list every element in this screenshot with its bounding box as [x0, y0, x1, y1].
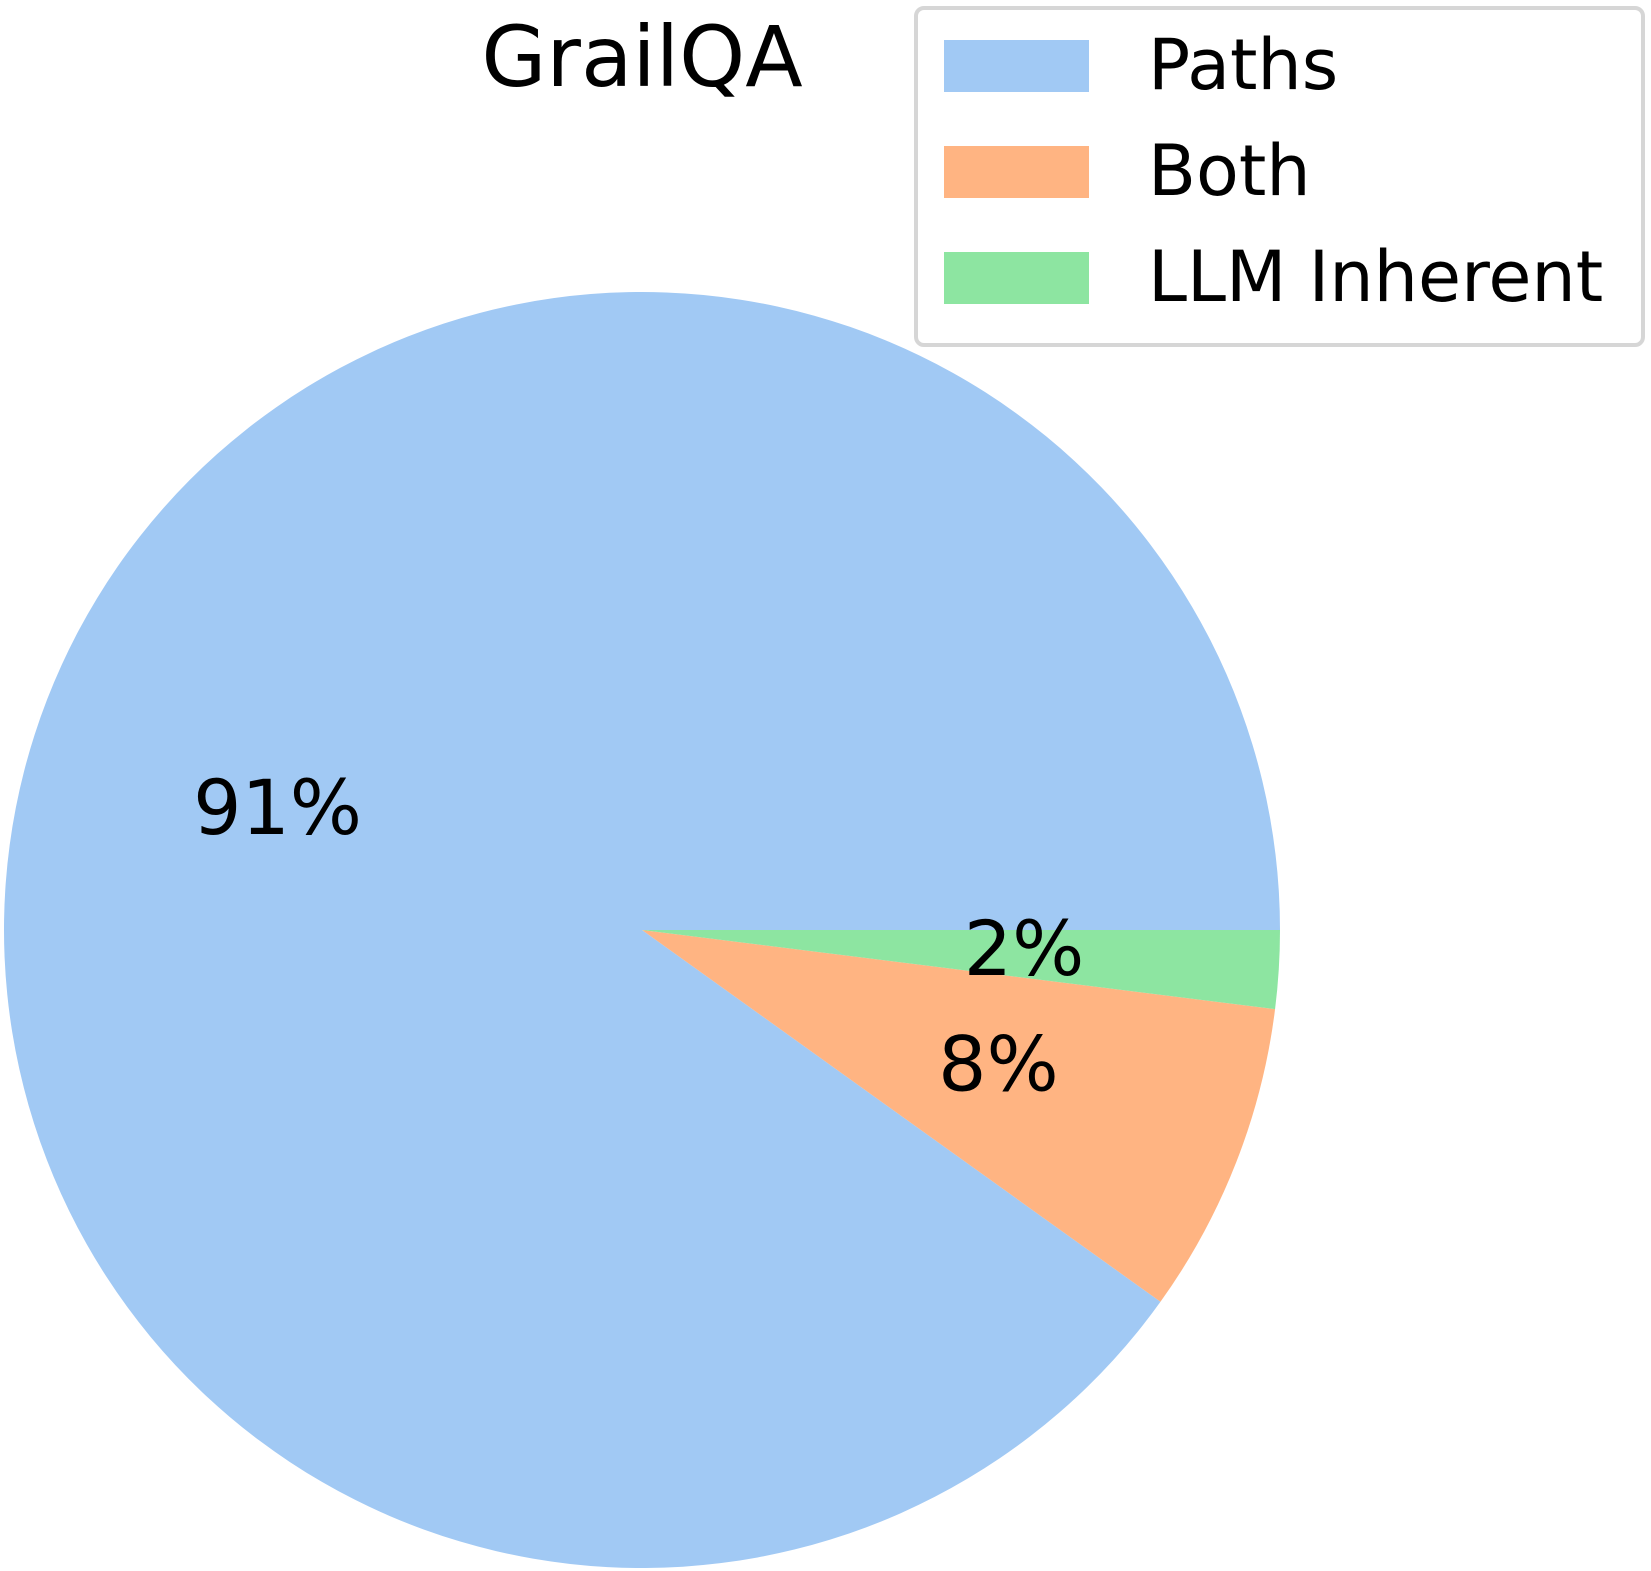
legend-box: [914, 6, 1645, 347]
chart-title: GrailQA: [481, 8, 802, 106]
pie-slice: [642, 930, 1276, 1302]
legend-label: LLM Inherent: [1148, 236, 1603, 318]
legend-swatch: [944, 252, 1089, 304]
pie-slice: [642, 930, 1280, 1010]
value-label: 91%: [193, 763, 362, 852]
value-label: 2%: [964, 904, 1085, 993]
value-label: 8%: [938, 1020, 1059, 1109]
legend-label: Both: [1148, 130, 1311, 212]
legend-label: Paths: [1148, 24, 1338, 106]
legend-swatch: [944, 146, 1089, 198]
legend-swatch: [944, 40, 1089, 92]
